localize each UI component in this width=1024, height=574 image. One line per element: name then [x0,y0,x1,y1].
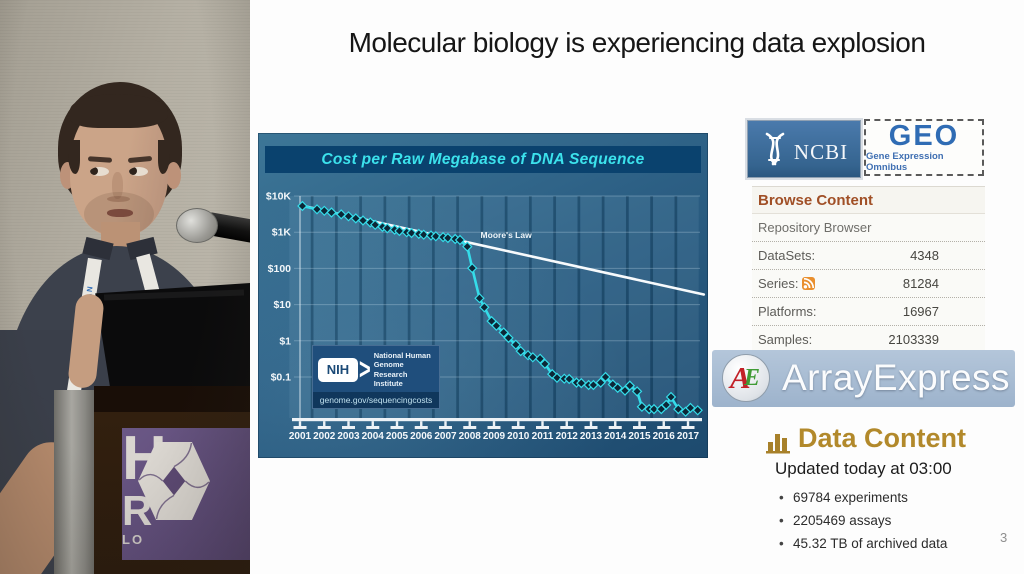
speaker-photo: NVIDIA H R LO [0,0,250,574]
nih-org-line1: National Human Genome [373,350,431,370]
arrayexpress-label: ArrayExpress [782,357,1011,398]
photo-vignette [0,0,250,574]
table-row: DataSets: 4348 [752,241,985,269]
svg-text:2003: 2003 [337,431,360,442]
svg-text:$10K: $10K [266,191,292,203]
podium-metal-edge [54,390,98,574]
nih-source-url: genome.gov/sequencingcosts [313,392,439,408]
svg-text:2009: 2009 [483,431,506,442]
table-row: Platforms: 16967 [752,297,985,325]
geo-subtitle: Gene Expression Omnibus [866,151,944,173]
nih-logo-icon: NIH [318,357,358,382]
svg-text:2011: 2011 [532,431,554,442]
ae-letter-e: E [744,365,761,391]
data-content-list: 69784 experiments 2205469 assays 45.32 T… [779,486,1014,555]
chart-x-axis: 2001 2002 2003 2004 2005 2006 2007 2008 2009 2010… [289,418,702,442]
podium-sign-letters-lo: LO [122,532,250,547]
geo-label: GEO [888,120,960,152]
speaker-ear-right [166,162,181,189]
row-label: Series: [758,276,816,291]
arrayexpress-banner: A E ArrayExpress [712,350,1015,407]
speaker-sideburn-left [68,140,80,174]
slide-page-number: 3 [1000,530,1008,545]
geo-logo: GEO Gene Expression Omnibus [864,119,984,176]
list-item: 2205469 assays [779,509,1014,532]
svg-text:2014: 2014 [604,431,627,442]
svg-text:$10: $10 [273,299,291,311]
svg-text:2012: 2012 [556,431,579,442]
svg-text:2006: 2006 [410,431,433,442]
table-row: Series: 81284 [752,269,985,297]
rss-feed-icon [802,277,816,290]
svg-text:2017: 2017 [677,431,700,442]
data-content-title: Data Content [798,423,966,453]
hexagon-hotel-logo-icon [138,442,210,520]
row-value: 16967 [902,304,939,319]
data-content-heading: Data Content [766,423,966,454]
browse-content-panel: Browse Content Repository Browser DataSe… [752,186,985,354]
list-item: 69784 experiments [779,486,1014,509]
svg-text:2013: 2013 [580,431,603,442]
nih-chevron-icon: > [359,353,371,386]
pupil [129,167,137,175]
svg-text:2001: 2001 [289,431,312,442]
speaker-eye-right [129,167,148,176]
ncbi-label: NCBI [793,139,849,164]
data-content-updated: Updated today at 03:00 [775,459,952,478]
slide-title: Molecular biology is experiencing data e… [348,27,926,58]
row-value: 2103339 [888,332,939,347]
svg-text:2010: 2010 [507,431,530,442]
arrayexpress-logo-icon: A E [722,354,770,402]
ncbi-logo: NCBI [747,120,861,178]
nih-org-line2: Research Institute [373,369,408,389]
row-label: Samples: [758,332,813,347]
svg-text:$0.1: $0.1 [271,372,292,384]
nih-org-name: National Human Genome Research Institute [374,351,434,389]
chart-title-strip: Cost per Raw Megabase of DNA Sequence [265,146,701,173]
svg-text:2005: 2005 [386,431,409,442]
row-value: 4348 [910,248,939,263]
svg-text:2016: 2016 [653,431,676,442]
speaker-hairline [70,94,168,128]
microphone-windscreen [176,208,218,243]
svg-text:2015: 2015 [628,431,651,442]
row-label: Platforms: [758,304,817,319]
speaker-nose [112,172,123,199]
chart-title: Cost per Raw Megabase of DNA Sequence [321,150,645,168]
dna-helix-icon [765,132,785,166]
bar-chart-icon [766,434,790,454]
repository-browser-link: Repository Browser [758,220,872,235]
speaker-nose-shadow [107,196,130,202]
svg-text:2004: 2004 [362,431,385,442]
cost-per-megabase-chart: Cost per Raw Megabase of DNA Sequence $1… [258,133,708,458]
svg-text:2002: 2002 [313,431,336,442]
pupil [90,167,98,175]
nih-logo-box: NIH > National Human Genome Research Ins… [312,345,440,409]
chart-series-1 [297,200,703,417]
row-label: DataSets: [758,248,816,263]
chart-gridlines-and-ylabels: $10K $1K $100 $10 $1 $0.1 [266,191,700,418]
nih-logo-row: NIH > National Human Genome Research Ins… [313,346,439,393]
svg-text:$1: $1 [279,335,291,347]
chart-annotation: Moore's Law [481,230,533,240]
speaker-eye-left [90,167,109,176]
row-label-text: Series: [758,276,799,291]
svg-text:Moore's Law: Moore's Law [481,230,533,240]
list-item: 45.32 TB of archived data [779,532,1014,555]
ae-letter-a: A [730,360,751,395]
svg-text:$1K: $1K [272,227,292,239]
svg-text:2007: 2007 [434,431,457,442]
svg-text:2008: 2008 [459,431,482,442]
speaker-sideburn-right [158,140,170,174]
podium-sign: H R LO [122,428,250,560]
browse-content-title: Browse Content [752,187,985,214]
speaker-mouth [107,209,133,217]
svg-text:$100: $100 [268,263,292,275]
row-value: 81284 [902,276,939,291]
